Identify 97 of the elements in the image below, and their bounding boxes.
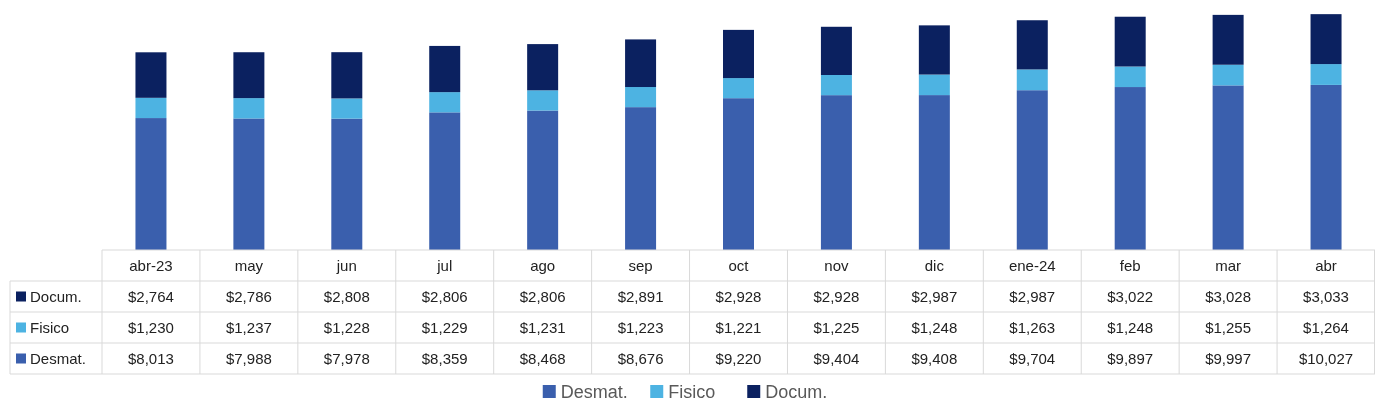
legend-label: Desmat.	[30, 349, 86, 367]
x-tick-label: sep	[628, 256, 653, 274]
data-label: $8,013	[128, 349, 174, 367]
bar	[1114, 66, 1146, 88]
data-label: $9,897	[1107, 349, 1154, 367]
bar	[918, 95, 950, 250]
bar	[723, 98, 754, 250]
data-label: $1,264	[1303, 318, 1349, 336]
x-tick-label: abr-23	[129, 256, 173, 274]
bar	[1212, 64, 1244, 86]
data-label: $9,408	[911, 349, 958, 367]
bar	[527, 90, 559, 111]
bar	[429, 92, 461, 113]
data-label: $2,891	[617, 287, 664, 305]
bar	[135, 118, 167, 250]
legend-label: Fisico	[30, 318, 70, 336]
bar	[723, 29, 754, 79]
x-tick-label: ene-24	[1008, 256, 1056, 274]
data-label: $2,808	[323, 287, 370, 305]
data-label: $8,359	[421, 349, 468, 367]
data-label: $7,988	[225, 349, 272, 367]
bar	[1310, 84, 1342, 250]
x-tick-label: mar	[1215, 256, 1242, 274]
data-label: $1,228	[323, 318, 370, 336]
x-tick-label: dic	[924, 256, 945, 274]
bar	[233, 52, 265, 99]
data-label: $3,022	[1107, 287, 1154, 305]
bar	[1016, 90, 1048, 250]
data-label: $9,220	[715, 349, 762, 367]
data-label: $1,221	[715, 318, 762, 336]
bar	[918, 74, 950, 96]
bar	[625, 39, 657, 88]
bar	[918, 25, 950, 75]
bar	[820, 74, 852, 96]
data-label: $9,997	[1205, 349, 1252, 367]
bar	[233, 118, 265, 250]
data-label: $1,223	[617, 318, 664, 336]
data-label: $2,806	[421, 287, 468, 305]
x-tick-label: jul	[436, 256, 453, 274]
data-label: $1,230	[128, 318, 174, 336]
bar	[331, 98, 363, 119]
data-label: $2,987	[1009, 287, 1056, 305]
bar	[1310, 64, 1342, 85]
data-label: $7,978	[323, 349, 370, 367]
data-label: $9,404	[813, 349, 860, 367]
text: Docum.	[765, 382, 828, 402]
data-label: $1,248	[911, 318, 958, 336]
x-tick-label: nov	[824, 256, 850, 274]
legend-label: Docum.	[30, 287, 82, 305]
bar	[625, 107, 657, 250]
data-label: $2,806	[519, 287, 566, 305]
bar	[820, 95, 852, 250]
bar	[135, 52, 167, 98]
x-tick-label: jun	[335, 256, 357, 274]
data-label: $2,764	[128, 287, 174, 305]
bar	[527, 110, 559, 250]
bar	[331, 52, 363, 99]
text: Desmat.	[560, 382, 628, 402]
data-label: $8,676	[617, 349, 664, 367]
bar	[723, 78, 754, 99]
x-tick-label: oct	[728, 256, 750, 274]
bar	[1114, 87, 1146, 250]
bar	[820, 26, 852, 75]
data-label: $10,027	[1298, 349, 1354, 367]
data-label: $8,468	[519, 349, 566, 367]
bar	[1016, 69, 1048, 91]
data-label: $1,231	[519, 318, 566, 336]
data-label: $1,225	[813, 318, 860, 336]
data-label: $3,033	[1303, 287, 1349, 305]
bar	[1114, 16, 1146, 67]
bar	[1212, 14, 1244, 65]
data-label: $3,028	[1205, 287, 1252, 305]
bar	[1016, 20, 1048, 70]
data-label: $2,928	[715, 287, 762, 305]
bar	[429, 45, 461, 93]
bar	[527, 44, 559, 91]
data-label: $1,263	[1009, 318, 1056, 336]
data-label: $2,786	[225, 287, 272, 305]
x-tick-label: may	[234, 256, 264, 274]
data-label: $1,237	[225, 318, 272, 336]
x-tick-label: ago	[530, 256, 556, 274]
bar	[135, 97, 167, 119]
bar	[1212, 85, 1244, 250]
text: Fisico	[668, 382, 716, 402]
data-label: $1,229	[421, 318, 468, 336]
bar	[625, 87, 657, 108]
data-label: $9,704	[1009, 349, 1056, 367]
bar	[1310, 14, 1342, 65]
bar	[331, 118, 363, 250]
bar	[429, 112, 461, 250]
data-label: $2,987	[911, 287, 958, 305]
x-tick-label: feb	[1119, 256, 1141, 274]
data-label: $1,255	[1205, 318, 1252, 336]
x-tick-label: abr	[1315, 256, 1337, 274]
bar	[233, 98, 265, 119]
data-label: $1,248	[1107, 318, 1154, 336]
data-label: $2,928	[813, 287, 860, 305]
